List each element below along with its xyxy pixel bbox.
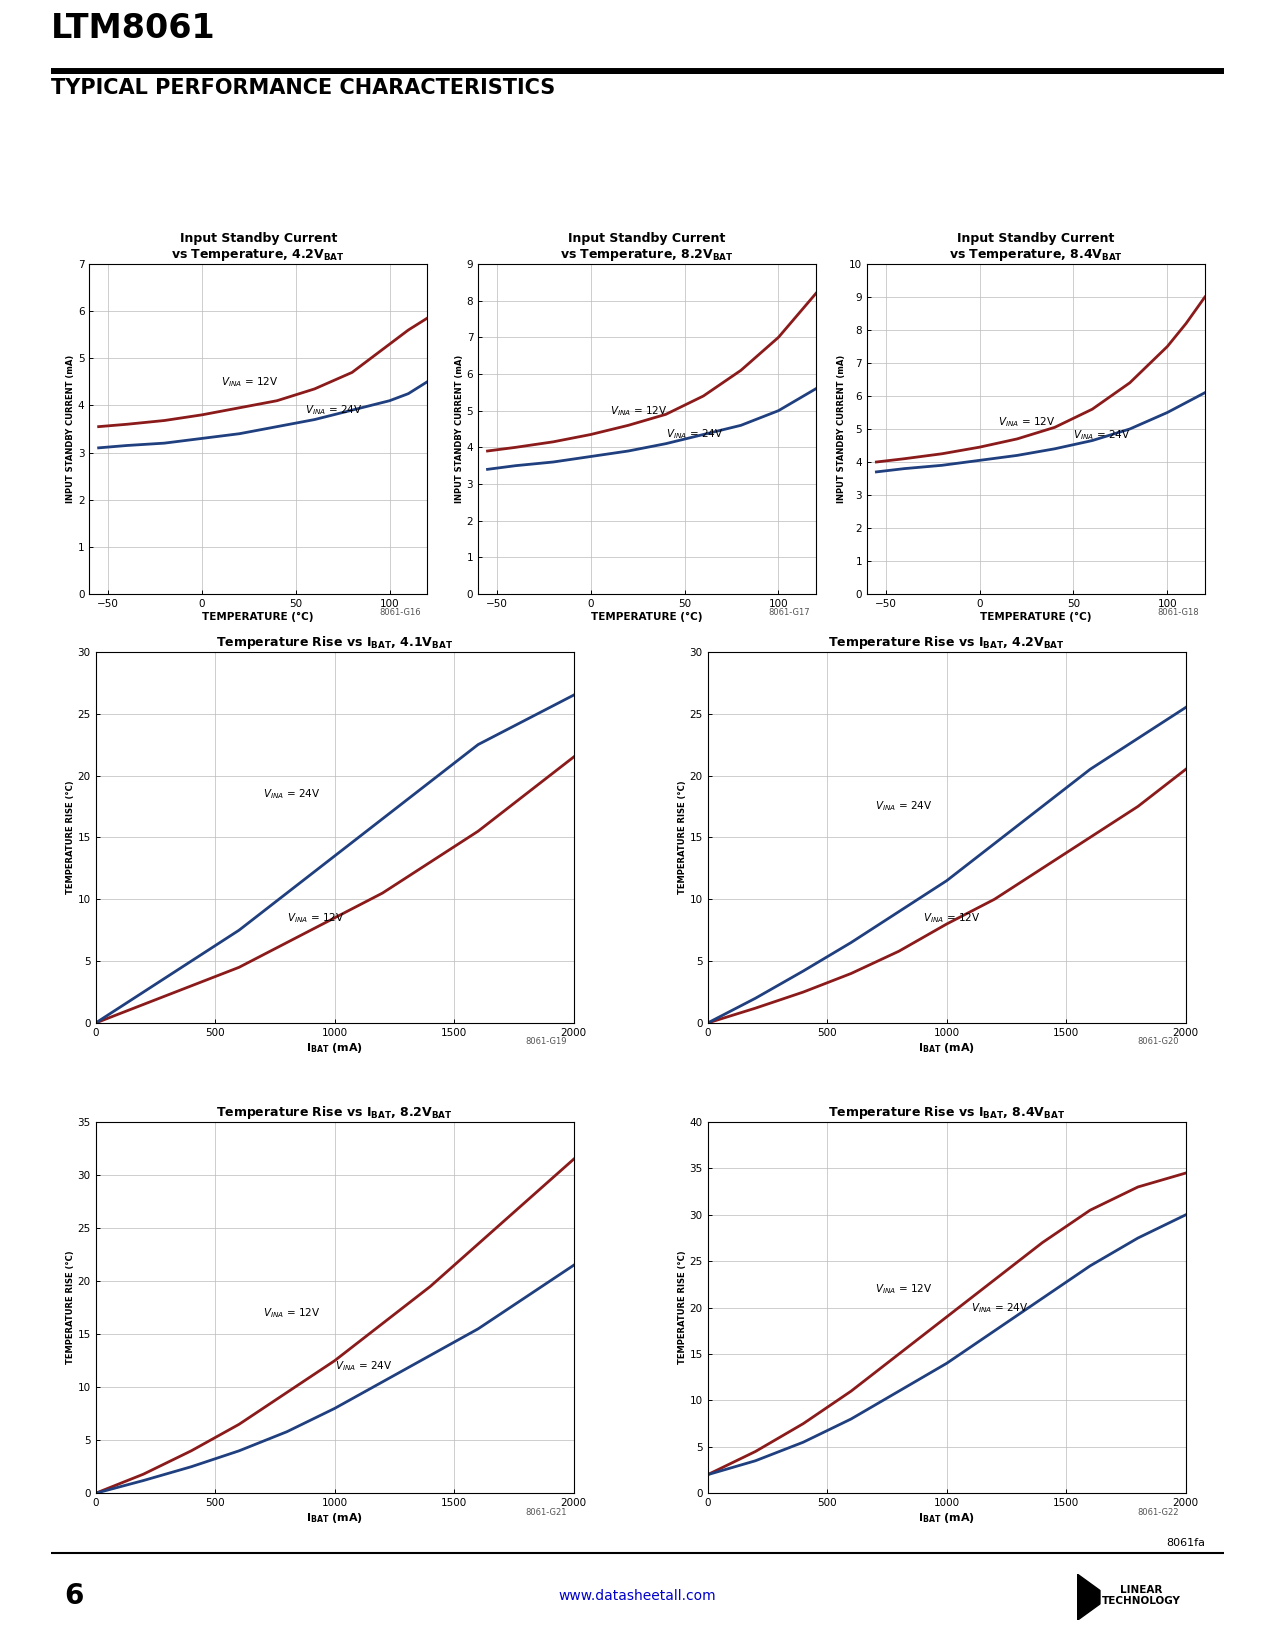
Text: $V_{INA}$ = 12V: $V_{INA}$ = 12V <box>923 911 980 924</box>
Title: Temperature Rise vs I$_{\mathregular{BAT}}$, 4.1V$_{\mathregular{BAT}}$: Temperature Rise vs I$_{\mathregular{BAT… <box>217 634 453 652</box>
Text: $V_{INA}$ = 12V: $V_{INA}$ = 12V <box>875 1282 932 1295</box>
Text: $V_{INA}$ = 12V: $V_{INA}$ = 12V <box>609 404 667 417</box>
Y-axis label: INPUT STANDBY CURRENT (mA): INPUT STANDBY CURRENT (mA) <box>66 355 75 503</box>
Text: $V_{INA}$ = 24V: $V_{INA}$ = 24V <box>305 403 362 417</box>
Title: Input Standby Current
vs Temperature, 8.2V$_{\mathregular{BAT}}$: Input Standby Current vs Temperature, 8.… <box>560 233 734 264</box>
Text: 6: 6 <box>64 1582 83 1609</box>
Y-axis label: TEMPERATURE RISE (°C): TEMPERATURE RISE (°C) <box>678 780 687 894</box>
Text: 8061fa: 8061fa <box>1165 1538 1205 1548</box>
Text: 8061-G21: 8061-G21 <box>525 1508 567 1516</box>
X-axis label: I$_{\mathregular{BAT}}$ (mA): I$_{\mathregular{BAT}}$ (mA) <box>918 1041 975 1054</box>
Y-axis label: TEMPERATURE RISE (°C): TEMPERATURE RISE (°C) <box>678 1251 687 1365</box>
X-axis label: I$_{\mathregular{BAT}}$ (mA): I$_{\mathregular{BAT}}$ (mA) <box>306 1511 363 1525</box>
Text: LINEAR
TECHNOLOGY: LINEAR TECHNOLOGY <box>1102 1584 1181 1607</box>
Text: 8061-G16: 8061-G16 <box>379 609 421 617</box>
Title: Temperature Rise vs I$_{\mathregular{BAT}}$, 8.4V$_{\mathregular{BAT}}$: Temperature Rise vs I$_{\mathregular{BAT… <box>829 1104 1065 1122</box>
Text: $V_{INA}$ = 12V: $V_{INA}$ = 12V <box>263 1307 320 1320</box>
Title: Temperature Rise vs I$_{\mathregular{BAT}}$, 4.2V$_{\mathregular{BAT}}$: Temperature Rise vs I$_{\mathregular{BAT… <box>829 634 1065 652</box>
Text: 8061-G18: 8061-G18 <box>1156 609 1198 617</box>
X-axis label: TEMPERATURE (°C): TEMPERATURE (°C) <box>592 612 703 622</box>
Text: $V_{INA}$ = 12V: $V_{INA}$ = 12V <box>221 375 278 389</box>
Title: Temperature Rise vs I$_{\mathregular{BAT}}$, 8.2V$_{\mathregular{BAT}}$: Temperature Rise vs I$_{\mathregular{BAT… <box>217 1104 453 1122</box>
Text: $V_{INA}$ = 24V: $V_{INA}$ = 24V <box>263 787 320 800</box>
Title: Input Standby Current
vs Temperature, 8.4V$_{\mathregular{BAT}}$: Input Standby Current vs Temperature, 8.… <box>949 233 1123 264</box>
Text: $V_{INA}$ = 24V: $V_{INA}$ = 24V <box>334 1360 393 1373</box>
Text: TYPICAL PERFORMANCE CHARACTERISTICS: TYPICAL PERFORMANCE CHARACTERISTICS <box>51 78 555 97</box>
Text: 8061-G19: 8061-G19 <box>525 1038 567 1046</box>
Y-axis label: TEMPERATURE RISE (°C): TEMPERATURE RISE (°C) <box>66 780 75 894</box>
Text: www.datasheetall.com: www.datasheetall.com <box>558 1589 717 1602</box>
Polygon shape <box>1077 1574 1109 1620</box>
X-axis label: TEMPERATURE (°C): TEMPERATURE (°C) <box>980 612 1091 622</box>
Text: $V_{INA}$ = 24V: $V_{INA}$ = 24V <box>1074 429 1131 442</box>
Y-axis label: INPUT STANDBY CURRENT (mA): INPUT STANDBY CURRENT (mA) <box>455 355 464 503</box>
Text: 8061-G20: 8061-G20 <box>1137 1038 1179 1046</box>
Text: 8061-G22: 8061-G22 <box>1137 1508 1179 1516</box>
X-axis label: I$_{\mathregular{BAT}}$ (mA): I$_{\mathregular{BAT}}$ (mA) <box>306 1041 363 1054</box>
Text: $V_{INA}$ = 24V: $V_{INA}$ = 24V <box>666 427 723 442</box>
Y-axis label: TEMPERATURE RISE (°C): TEMPERATURE RISE (°C) <box>66 1251 75 1365</box>
Title: Input Standby Current
vs Temperature, 4.2V$_{\mathregular{BAT}}$: Input Standby Current vs Temperature, 4.… <box>171 233 346 264</box>
Text: $V_{INA}$ = 24V: $V_{INA}$ = 24V <box>970 1300 1028 1315</box>
X-axis label: TEMPERATURE (°C): TEMPERATURE (°C) <box>203 612 314 622</box>
X-axis label: I$_{\mathregular{BAT}}$ (mA): I$_{\mathregular{BAT}}$ (mA) <box>918 1511 975 1525</box>
Text: LTM8061: LTM8061 <box>51 12 215 45</box>
Text: $V_{INA}$ = 12V: $V_{INA}$ = 12V <box>998 416 1056 429</box>
Y-axis label: INPUT STANDBY CURRENT (mA): INPUT STANDBY CURRENT (mA) <box>838 355 847 503</box>
Text: $V_{INA}$ = 12V: $V_{INA}$ = 12V <box>287 911 344 924</box>
Text: 8061-G17: 8061-G17 <box>768 609 810 617</box>
Text: $V_{INA}$ = 24V: $V_{INA}$ = 24V <box>875 800 932 813</box>
